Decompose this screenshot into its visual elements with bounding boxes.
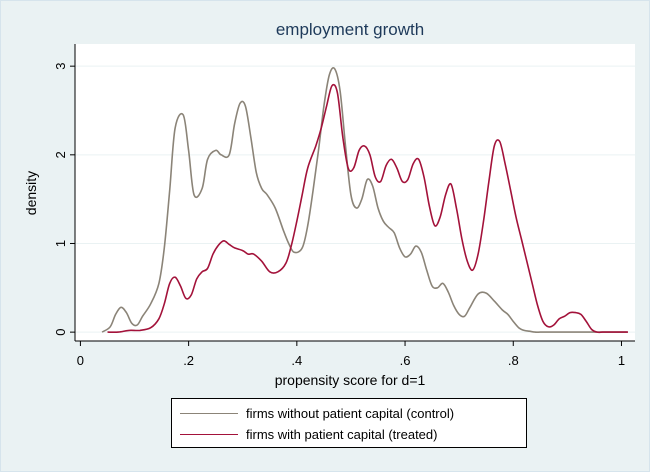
legend-item-treated: firms with patient capital (treated) [180, 424, 518, 445]
y-tick-label-1: 1 [53, 240, 68, 247]
x-axis-label: propensity score for d=1 [275, 372, 426, 388]
x-tick-label-4: .8 [508, 353, 519, 368]
chart: 0 1 2 3 0 .2 .4 .6 .8 1 employment growth propens… [23, 20, 635, 388]
legend-swatch-treated [180, 434, 238, 435]
legend: firms without patient capital (control) … [171, 398, 527, 448]
y-axis-label: density [23, 171, 39, 215]
series-line-control [101, 67, 627, 333]
y-tick-label-3: 3 [53, 63, 68, 70]
chart-title: employment growth [276, 20, 424, 39]
x-tick-label-0: 0 [77, 353, 84, 368]
x-tick-label-1: .2 [183, 353, 194, 368]
legend-label-treated: firms with patient capital (treated) [246, 427, 438, 442]
plot-area [75, 44, 635, 341]
x-tick-label-3: .6 [400, 353, 411, 368]
legend-item-control: firms without patient capital (control) [180, 403, 518, 424]
x-tick-label-2: .4 [291, 353, 302, 368]
y-tick-label-2: 2 [53, 151, 68, 158]
series-layer [101, 67, 628, 334]
legend-swatch-control [180, 413, 238, 414]
legend-label-control: firms without patient capital (control) [246, 406, 455, 421]
axes: 0 1 2 3 0 .2 .4 .6 .8 1 [53, 44, 635, 368]
x-tick-label-5: 1 [618, 353, 625, 368]
y-tick-label-0: 0 [53, 329, 68, 336]
series-line-treated [107, 83, 628, 334]
